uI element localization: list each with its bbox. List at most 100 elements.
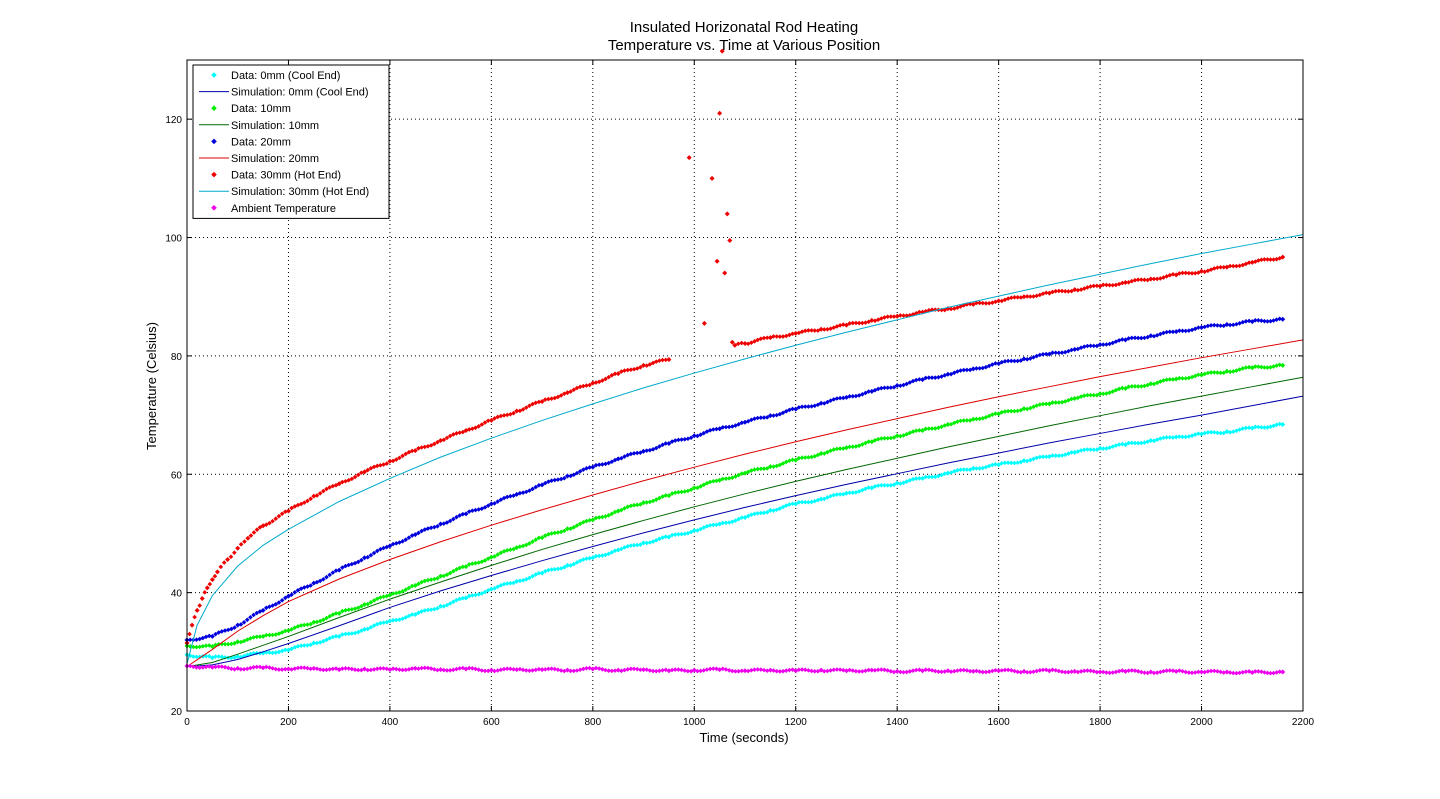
data-point (517, 666, 523, 672)
data-point (485, 668, 491, 674)
data-point (787, 458, 792, 464)
data-point (346, 477, 351, 483)
data-point (1230, 670, 1236, 676)
data-point (194, 607, 200, 613)
data-point (593, 515, 599, 521)
data-point (1227, 322, 1233, 328)
data-point (1139, 440, 1144, 446)
y-tick-label: 80 (171, 352, 183, 363)
data-point (1211, 266, 1217, 271)
data-point (920, 427, 926, 433)
data-point (821, 401, 827, 406)
data-point (1015, 408, 1020, 414)
data-point (1154, 276, 1160, 282)
data-point (1167, 435, 1173, 440)
data-point (1277, 316, 1282, 322)
data-point (1215, 265, 1220, 270)
data-point (806, 499, 811, 505)
data-point (305, 642, 310, 648)
data-point (1072, 396, 1078, 402)
data-point (755, 415, 760, 421)
data-point (831, 667, 837, 673)
data-point (1031, 669, 1036, 675)
data-point (549, 567, 554, 572)
data-point (533, 400, 539, 406)
data-point (1009, 460, 1014, 466)
data-point (254, 527, 260, 532)
data-point (1234, 428, 1239, 434)
data-point (894, 383, 900, 388)
data-point (1221, 264, 1227, 270)
data-point (1104, 670, 1109, 675)
data-point (837, 395, 843, 401)
data-point (257, 634, 263, 639)
plot-series (184, 48, 1304, 676)
data-point (1037, 454, 1043, 460)
data-point (837, 323, 843, 328)
data-point (482, 589, 488, 595)
data-point (932, 474, 938, 480)
series-2 (184, 362, 1286, 650)
data-point (977, 300, 982, 306)
data-point (1234, 263, 1239, 269)
data-point (390, 591, 396, 596)
data-point (1005, 460, 1011, 466)
data-point (638, 502, 643, 507)
data-point (1246, 364, 1252, 370)
data-point (888, 314, 894, 319)
data-point (267, 632, 272, 638)
data-point (1107, 670, 1112, 676)
data-point (856, 489, 862, 494)
data-point (1246, 669, 1252, 674)
data-point (251, 635, 256, 640)
data-point (1021, 406, 1027, 412)
data-point (1173, 434, 1179, 440)
data-point (435, 667, 440, 673)
data-point (1066, 451, 1071, 456)
data-point (964, 467, 970, 472)
data-point (1139, 669, 1144, 675)
data-point (964, 418, 970, 423)
data-point (1056, 288, 1062, 294)
data-point (989, 668, 995, 674)
data-point (368, 667, 374, 673)
data-point (340, 608, 345, 614)
data-point (466, 562, 472, 567)
data-point (1145, 439, 1150, 444)
data-point (539, 570, 545, 576)
data-point (653, 497, 659, 502)
data-point (799, 404, 805, 410)
data-point (438, 438, 444, 444)
data-point (780, 461, 786, 466)
data-point (425, 444, 431, 449)
data-point (853, 668, 859, 674)
data-point (549, 478, 554, 483)
data-point (1271, 257, 1276, 262)
data-point (1122, 668, 1128, 674)
data-point (1059, 669, 1065, 675)
data-point (1268, 257, 1273, 262)
data-point (558, 529, 564, 535)
data-point (546, 396, 551, 402)
data-point (479, 591, 485, 596)
data-point (1009, 668, 1014, 673)
data-point (682, 531, 688, 537)
data-point (739, 515, 745, 520)
data-point (501, 549, 507, 554)
data-point (292, 645, 298, 650)
data-point (1100, 446, 1106, 451)
data-point (910, 668, 916, 673)
data-point (1005, 296, 1011, 301)
data-point (317, 618, 323, 624)
data-point (558, 393, 564, 398)
data-point (879, 385, 884, 391)
data-point (761, 510, 767, 516)
data-point (837, 492, 843, 497)
data-point (542, 533, 548, 538)
data-point (1262, 670, 1267, 675)
data-point (511, 667, 516, 672)
data-point (1081, 344, 1087, 349)
data-point (1154, 670, 1160, 675)
data-point (1119, 441, 1125, 447)
data-point (1246, 318, 1252, 324)
